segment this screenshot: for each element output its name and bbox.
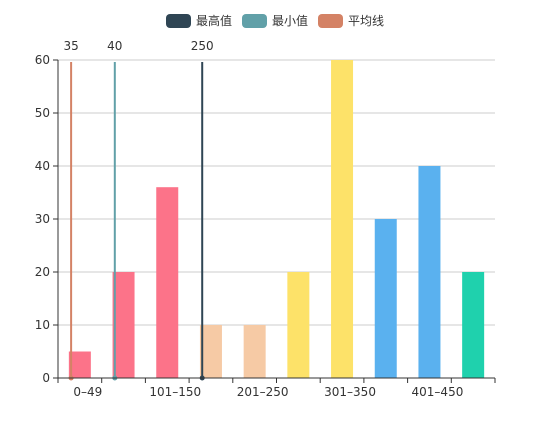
bar[interactable]: [462, 272, 485, 378]
x-tick-label: 401–450: [412, 385, 464, 399]
x-tick-label: 0–49: [73, 385, 102, 399]
tick-labels: 0 10 20 30 40 50 60 35 40 250 0–49 101–150 201–250 30…: [35, 39, 464, 399]
y-tick-label: 30: [35, 212, 50, 226]
y-tick-label: 40: [35, 159, 50, 173]
legend-label-max[interactable]: 最高值: [196, 13, 232, 28]
y-tick-label: 50: [35, 106, 50, 120]
y-tick-label: 10: [35, 318, 50, 332]
y-tick-label: 60: [35, 53, 50, 67]
bar[interactable]: [287, 272, 310, 378]
marker-label: 250: [191, 39, 214, 53]
legend-label-average[interactable]: 平均线: [348, 14, 384, 28]
legend-swatch-min[interactable]: [242, 14, 267, 28]
marker-label: 35: [63, 39, 78, 53]
bar[interactable]: [112, 272, 135, 378]
bar[interactable]: [199, 325, 222, 378]
bar[interactable]: [68, 351, 91, 379]
x-tick-label: 301–350: [324, 385, 376, 399]
legend-swatch-average[interactable]: [318, 14, 343, 28]
y-tick-label: 20: [35, 265, 50, 279]
bar[interactable]: [156, 187, 179, 378]
y-tick-label: 0: [42, 371, 50, 385]
bars: [68, 60, 485, 379]
bar[interactable]: [243, 325, 266, 378]
x-tick-label: 201–250: [237, 385, 289, 399]
bar[interactable]: [331, 60, 354, 378]
marker-lines: [68, 62, 205, 381]
bar[interactable]: [374, 219, 397, 378]
legend-label-min[interactable]: 最小值: [272, 13, 308, 28]
x-tick-label: 101–150: [149, 385, 201, 399]
legend: 最高值 最小值 平均线: [166, 13, 384, 28]
bar[interactable]: [418, 166, 441, 378]
legend-swatch-max[interactable]: [166, 14, 191, 28]
marker-label: 40: [107, 39, 122, 53]
axes: [53, 59, 496, 383]
